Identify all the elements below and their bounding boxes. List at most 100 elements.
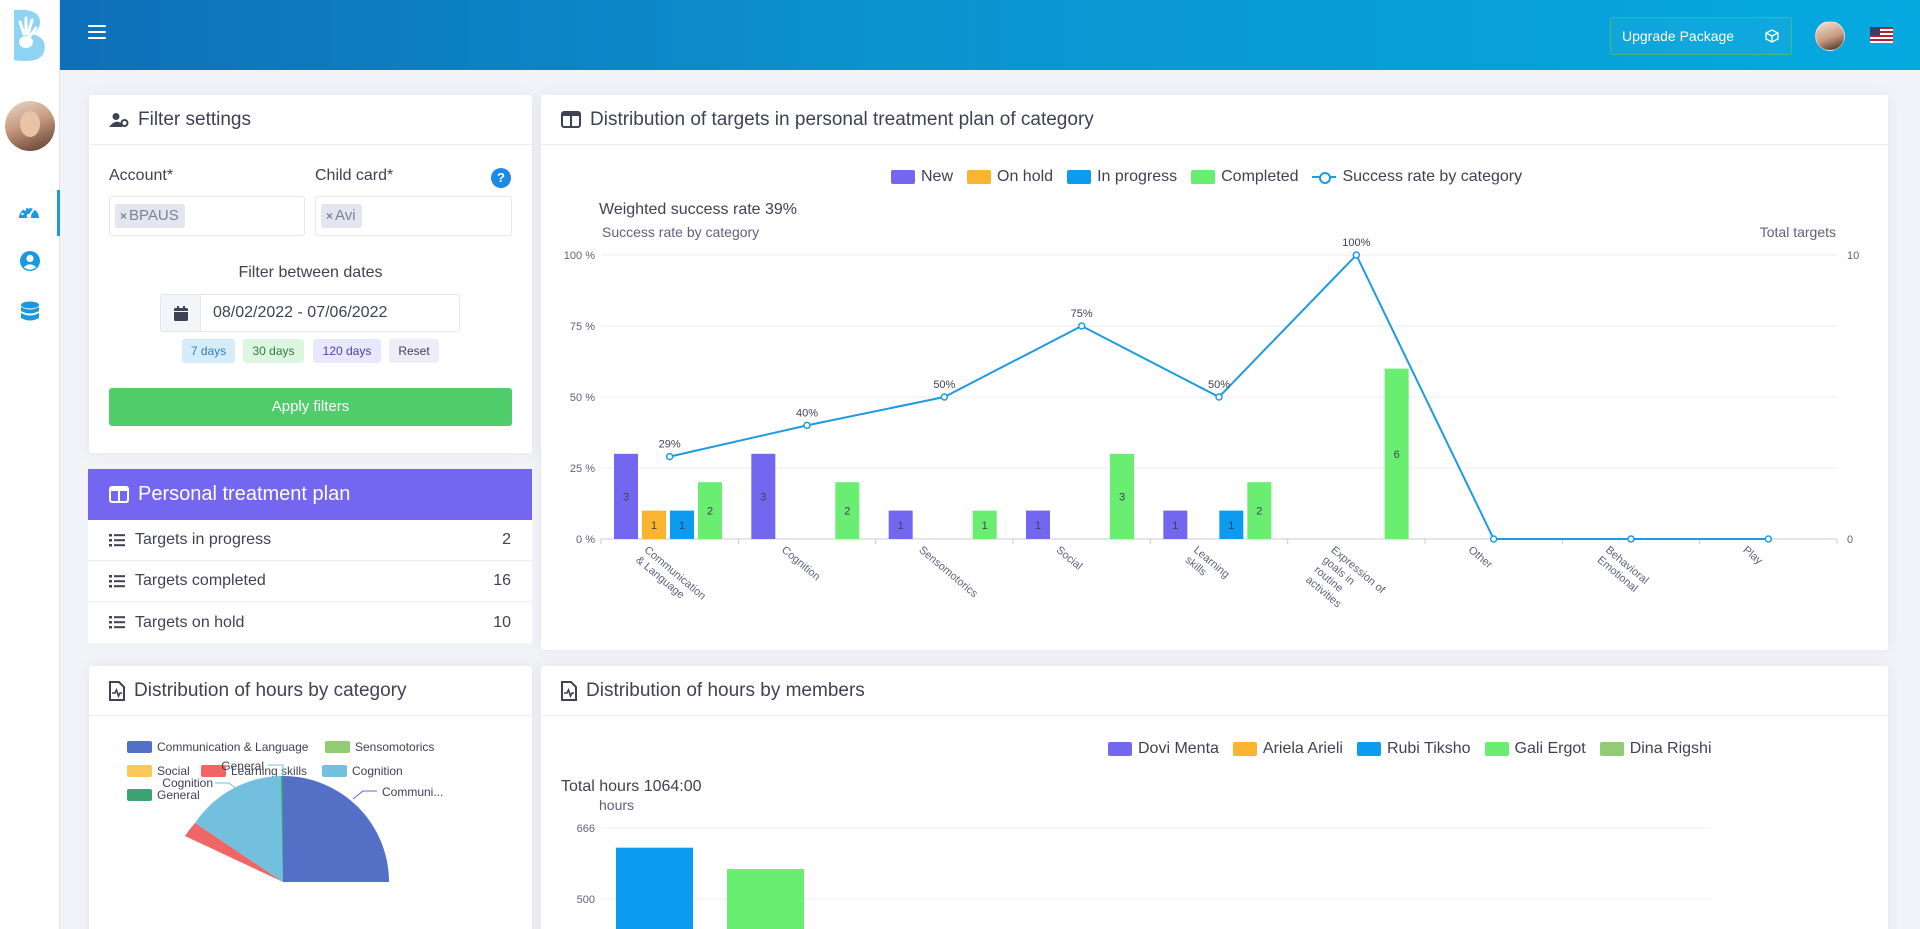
y-tick-label: 75 % (570, 321, 595, 333)
legend-item-success-rate[interactable]: Success rate by category (1312, 168, 1522, 186)
targets-card-header: Distribution of targets in personal trea… (541, 95, 1888, 145)
x-tick-label-group: Other (1466, 544, 1495, 571)
legend-item-rubi-tiksho[interactable]: Rubi Tiksho (1356, 740, 1471, 758)
row-label: Targets on hold (135, 613, 245, 631)
bar-value-label: 3 (623, 491, 629, 503)
bar-completed (972, 510, 997, 539)
bar-value-label: 1 (1035, 520, 1041, 532)
success-rate-label: 29% (659, 439, 681, 451)
chip-30-days[interactable]: 30 days (243, 339, 304, 363)
legend-item-completed[interactable]: Completed (1191, 168, 1298, 186)
user-circle-icon (19, 250, 41, 277)
y-tick-label: 50 % (570, 392, 595, 404)
treatment-plan-header: Personal treatment plan (88, 469, 532, 520)
columns-icon (109, 486, 129, 503)
legend-item-in-progress[interactable]: In progress (1067, 168, 1177, 186)
us-flag-icon[interactable] (1870, 27, 1893, 43)
top-bar: Upgrade Package (60, 0, 1920, 70)
pie-label-communication: Communi... (382, 785, 443, 799)
y2-tick-label: 0 (1847, 534, 1853, 546)
y-tick-label: 25 % (570, 463, 595, 475)
legend-item-learning-skills[interactable]: Learning skills (201, 764, 307, 778)
help-icon[interactable]: ? (491, 168, 511, 188)
bar-value-label: 1 (651, 520, 657, 532)
app-logo[interactable] (10, 8, 50, 62)
legend-item-dovi-menta[interactable]: Dovi Menta (1108, 740, 1219, 758)
y-axis-title: Success rate by category (602, 224, 759, 240)
success-rate-point (1215, 393, 1223, 401)
legend-item-dina-rigshi[interactable]: Dina Rigshi (1599, 740, 1712, 758)
apply-filters-button[interactable]: Apply filters (109, 388, 512, 426)
bar-new (614, 453, 638, 539)
row-label: Targets completed (135, 572, 266, 589)
user-avatar[interactable] (5, 101, 55, 151)
legend-item-general[interactable]: General (127, 788, 200, 802)
upgrade-package-button[interactable]: Upgrade Package (1610, 17, 1792, 55)
legend-item-gali-ergot[interactable]: Gali Ergot (1484, 740, 1586, 758)
chip-7-days[interactable]: 7 days (182, 339, 235, 363)
bar-completed (1247, 482, 1272, 539)
account-select[interactable]: × BPAUS (109, 196, 305, 236)
weighted-success-rate: Weighted success rate 39% (599, 201, 798, 218)
child-card-select[interactable]: × Avi (315, 196, 512, 236)
chip-reset[interactable]: Reset (389, 339, 439, 363)
hours-category-title: Distribution of hours by category (134, 679, 407, 701)
treatment-plan-title: Personal treatment plan (138, 483, 351, 505)
list-icon (109, 574, 125, 588)
filter-settings-title: Filter settings (138, 108, 251, 130)
account-tag: × BPAUS (115, 204, 185, 228)
hours-axis-label: hours (599, 797, 635, 813)
date-range-input[interactable]: 08/02/2022 - 07/06/2022 (200, 294, 460, 332)
x-tick-label-group: Social (1054, 544, 1085, 572)
chip-120-days[interactable]: 120 days (313, 339, 381, 363)
legend-item-social[interactable]: Social (127, 764, 190, 778)
x-tick-label-group: Communication& Language (633, 544, 708, 602)
pie-slice-communication (283, 776, 389, 882)
bar-value-label: 6 (1394, 449, 1400, 461)
bar-value-label: 3 (760, 491, 766, 503)
legend-item-new[interactable]: New (891, 168, 953, 186)
success-rate-point (1352, 251, 1361, 259)
sidebar-item-dashboard[interactable] (0, 190, 60, 236)
bar-value-label: 1 (679, 520, 685, 532)
bar-new (751, 453, 776, 539)
pie-label-general: General (221, 759, 264, 773)
sidebar-item-profile[interactable] (0, 240, 60, 286)
calendar-icon[interactable] (160, 294, 200, 332)
menu-toggle-button[interactable] (88, 25, 106, 43)
legend-item-on-hold[interactable]: On hold (967, 168, 1053, 186)
bar-value-label: 2 (1256, 506, 1262, 518)
top-user-avatar[interactable] (1815, 21, 1845, 51)
success-rate-point (1627, 535, 1635, 543)
success-rate-label: 50% (933, 379, 955, 391)
x-tick-label: Social (1054, 544, 1085, 572)
y-tick-label: 666 (577, 823, 595, 835)
x-tick-label-group: Play (1740, 544, 1764, 567)
bar-value-label: 2 (707, 506, 713, 518)
list-item-completed[interactable]: Targets completed 16 (88, 561, 532, 602)
columns-icon (561, 111, 581, 128)
success-rate-label: 40% (796, 407, 818, 419)
total-hours: Total hours 1064:00 (561, 778, 702, 795)
legend-item-cognition[interactable]: Cognition (322, 764, 403, 778)
list-item-on-hold[interactable]: Targets on hold 10 (88, 602, 532, 643)
legend-item-communication[interactable]: Communication & Language (127, 740, 308, 754)
x-tick-label: Cognition (779, 544, 822, 583)
sidebar (0, 0, 60, 929)
tag-remove-icon[interactable]: × (326, 209, 334, 223)
legend-item-sensomotorics[interactable]: Sensomotorics (325, 740, 434, 754)
legend-item-ariela-arieli[interactable]: Ariela Arieli (1232, 740, 1343, 758)
bar-value-label: 1 (1228, 520, 1234, 532)
bar-value-label: 1 (898, 520, 904, 532)
x-tick-label: Sensomotorics (916, 544, 980, 600)
tag-remove-icon[interactable]: × (120, 209, 128, 223)
list-item-in-progress[interactable]: Targets in progress 2 (88, 520, 532, 561)
pie-slice-cognition (195, 776, 283, 882)
bar-new (1163, 510, 1188, 539)
sidebar-item-database[interactable] (0, 291, 60, 337)
members-legend: Dovi Menta Ariela Arieli Rubi Tiksho Gal… (1108, 740, 1726, 758)
success-rate-label: 100% (1342, 237, 1370, 249)
